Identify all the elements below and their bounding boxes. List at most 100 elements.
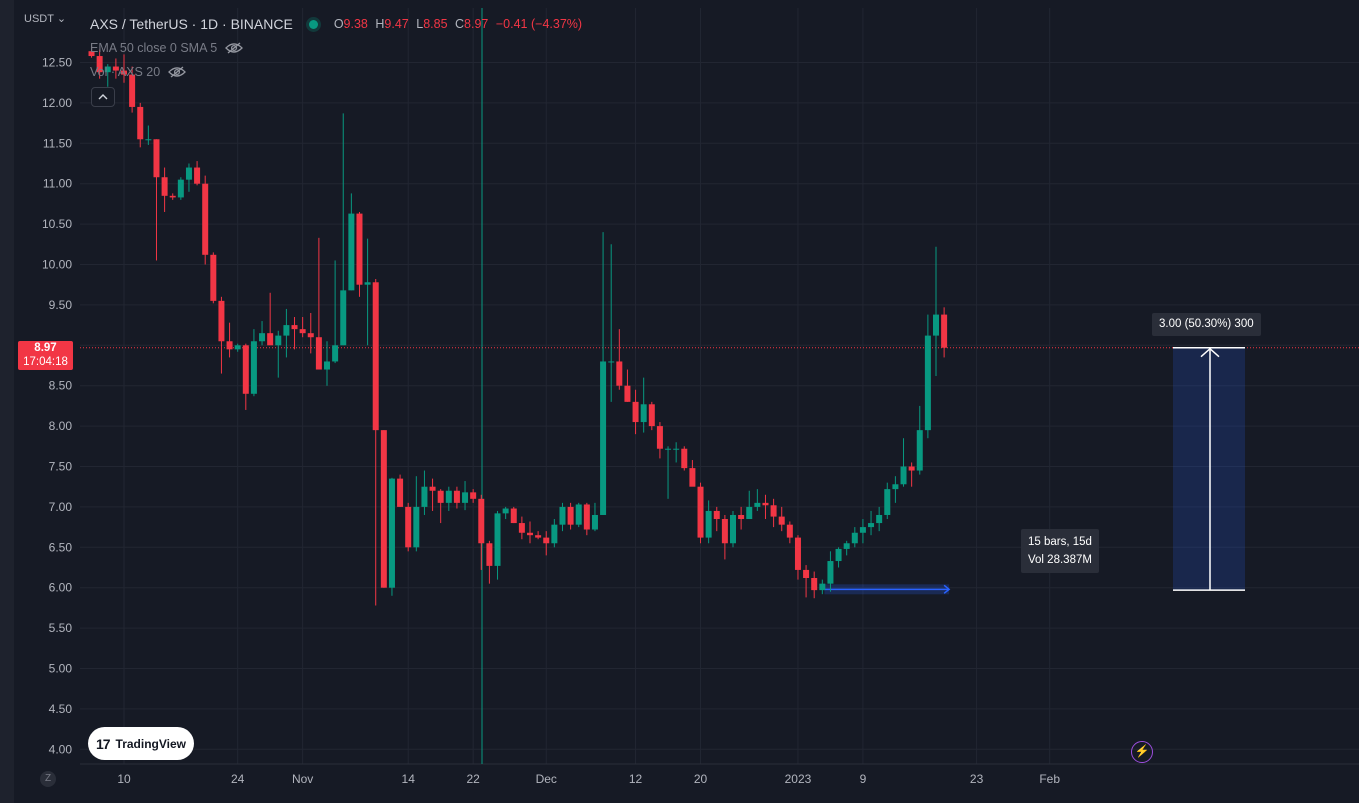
collapse-legend-button[interactable] <box>91 87 115 107</box>
ohlc-high-value: 9.47 <box>384 17 409 31</box>
y-tick-label: 10.00 <box>42 258 72 272</box>
candle-body <box>551 524 558 544</box>
candle-body <box>705 510 712 538</box>
y-tick-label: 8.00 <box>49 419 73 433</box>
candle-body <box>916 430 923 471</box>
candle-body <box>527 532 533 536</box>
candle-body <box>591 514 598 530</box>
candle-body <box>746 506 753 520</box>
last-price-label: 8.97 17:04:18 <box>18 341 73 370</box>
candle-body <box>397 478 404 507</box>
y-tick-label: 6.50 <box>49 540 73 554</box>
y-tick-label: 6.00 <box>49 581 73 595</box>
x-tick-label: 12 <box>629 772 643 786</box>
candle-body <box>868 523 875 528</box>
y-tick-label: 9.50 <box>49 298 73 312</box>
last-price-value: 8.97 <box>34 342 57 354</box>
candle-body <box>794 537 801 570</box>
x-tick-label: Nov <box>292 772 313 786</box>
candle-body <box>388 478 395 588</box>
candle-body <box>876 514 883 524</box>
candle-body <box>754 502 761 507</box>
candle-body <box>689 468 696 487</box>
x-tick-label: Dec <box>536 772 557 786</box>
candle-body <box>559 506 566 525</box>
candle-body <box>121 70 127 75</box>
ohlc-low-value: 8.85 <box>423 17 448 31</box>
ohlc-close-value: 8.97 <box>464 17 489 31</box>
candle-body <box>364 282 371 285</box>
candle-body <box>380 430 387 588</box>
tradingview-logo-text: TradingView <box>115 736 187 751</box>
candle-body <box>267 333 274 346</box>
candle-body <box>478 498 485 544</box>
candle-body <box>543 537 550 544</box>
y-tick-label: 7.00 <box>49 500 73 514</box>
eye-crossed-icon[interactable] <box>225 42 244 54</box>
candle-body <box>210 254 217 301</box>
candle-body <box>567 506 574 525</box>
candle-body <box>640 404 647 423</box>
candle-body <box>811 578 818 591</box>
tradingview-logo[interactable]: 17 TradingView <box>88 727 194 760</box>
candle-body <box>656 426 663 449</box>
candle-body <box>226 341 233 350</box>
candle-body <box>445 490 452 503</box>
ohlc-values: O9.38 H9.47 L8.85 C8.97 −0.41 (−4.37%) <box>334 17 586 31</box>
x-tick-label: 24 <box>231 772 245 786</box>
candle-body <box>194 167 201 184</box>
ohlc-open-key: O <box>333 17 344 31</box>
indicator-ema[interactable]: EMA 50 close 0 SMA 5 <box>90 39 244 57</box>
candle-body <box>730 514 736 544</box>
indicator-volume[interactable]: Vol · AXS 20 <box>90 63 187 81</box>
y-tick-label: 10.50 <box>42 217 72 231</box>
lightning-icon[interactable]: ⚡ <box>1131 741 1153 763</box>
candle-body <box>933 314 939 336</box>
candle-body <box>340 290 347 346</box>
date-range-arrow <box>943 584 951 594</box>
candle-body <box>429 486 436 491</box>
ohlc-change-value: −0.41 (−4.37%) <box>495 17 583 31</box>
chevron-up-icon <box>98 94 108 100</box>
candle-body <box>518 523 525 533</box>
candle-body <box>332 345 339 362</box>
candle-body <box>324 361 330 370</box>
x-tick-label: 2023 <box>785 772 812 786</box>
zoom-button[interactable]: Z <box>40 771 56 787</box>
candle-body <box>697 486 704 538</box>
candle-body <box>762 502 769 506</box>
candle-body <box>145 139 152 141</box>
candle-body <box>575 504 582 525</box>
symbol-title[interactable]: AXS / TetherUS · 1D · BINANCE <box>90 16 293 32</box>
indicator-volume-label: Vol · AXS 20 <box>90 65 161 79</box>
candle-body <box>786 524 793 538</box>
candle-body <box>713 510 720 520</box>
candle-body <box>770 505 777 517</box>
candle-body <box>356 213 363 285</box>
x-tick-label: Feb <box>1039 772 1060 786</box>
candle-body <box>348 213 355 291</box>
y-tick-label: 12.00 <box>42 96 72 110</box>
currency-selector[interactable]: USDT ⌄ <box>24 12 66 25</box>
price-range-fill <box>1173 347 1245 591</box>
y-tick-label: 11.50 <box>43 136 72 150</box>
candle-body <box>453 490 460 503</box>
candle-body <box>88 51 95 57</box>
currency-label: USDT <box>24 13 54 25</box>
candle-body <box>291 325 298 330</box>
ohlc-open-value: 9.38 <box>343 17 368 31</box>
candle-body <box>437 490 444 503</box>
candle-body <box>632 401 639 423</box>
eye-crossed-icon[interactable] <box>168 66 187 78</box>
candle-body <box>616 361 623 386</box>
candle-body <box>104 66 111 73</box>
candle-body <box>413 506 420 548</box>
x-tick-label: 23 <box>970 772 984 786</box>
date-range-bars: 15 bars, 15d <box>1028 536 1092 548</box>
candle-body <box>250 341 257 394</box>
candle-body <box>819 583 826 591</box>
candle-body <box>721 519 728 544</box>
candle-body <box>502 508 509 514</box>
indicator-ema-label: EMA 50 close 0 SMA 5 <box>90 41 218 55</box>
